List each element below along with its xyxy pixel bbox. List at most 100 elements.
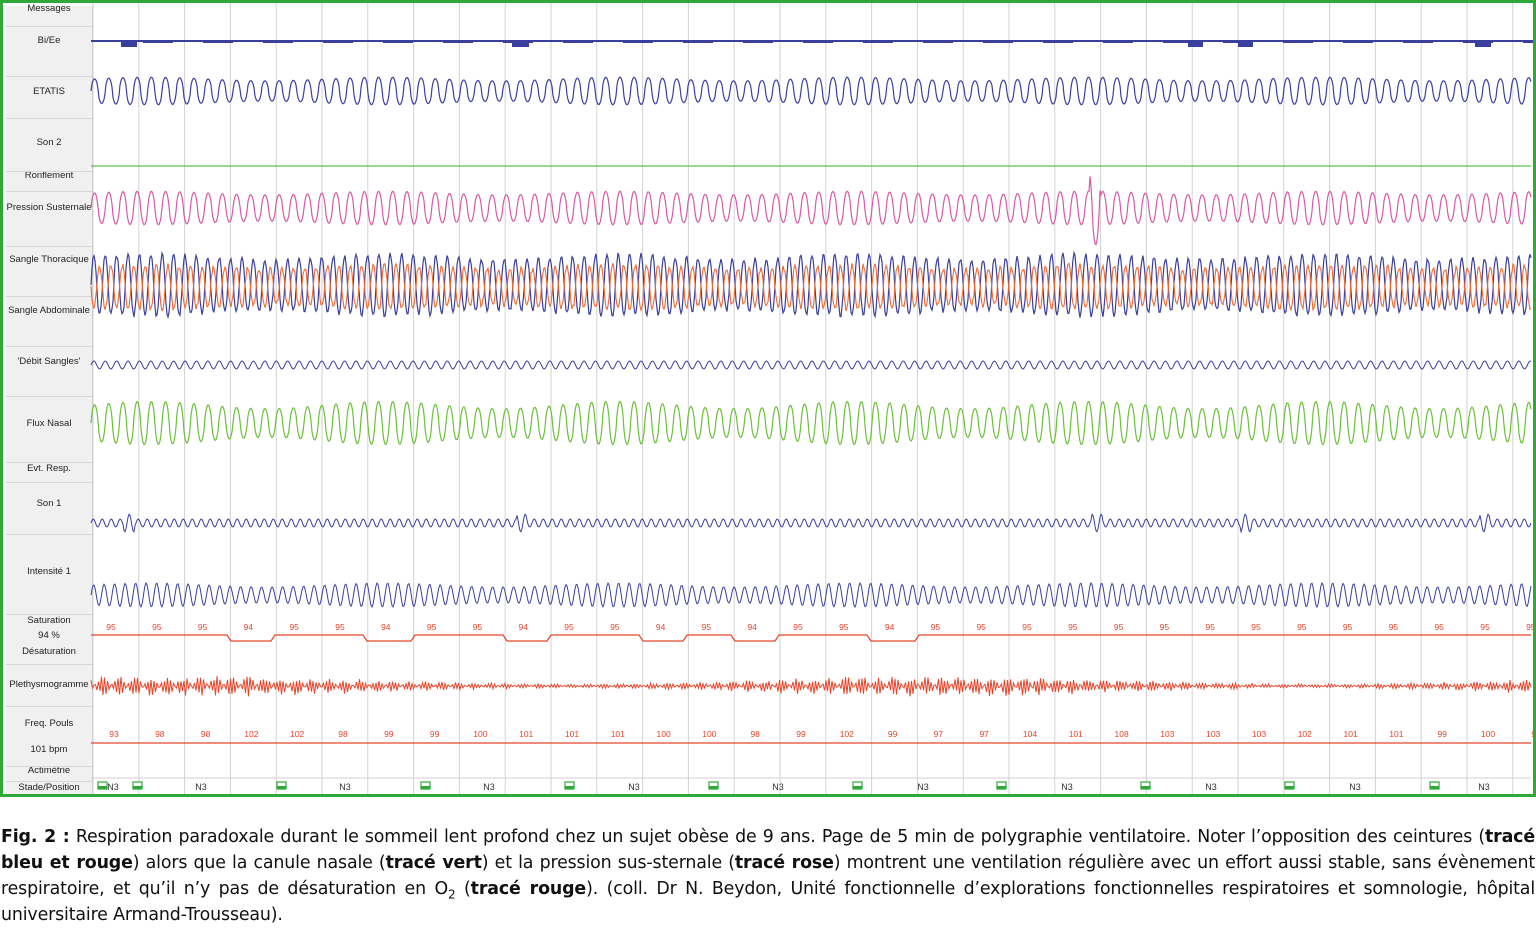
channel-label-actimetrie: Actimétrie [27,765,71,776]
biee-segment [623,40,653,43]
biee-segment [203,40,233,43]
biee-segment [1403,40,1433,43]
pulse-value: 98 [155,729,165,739]
saturation-value: 94 [747,622,757,632]
saturation-value: 95 [198,622,208,632]
stage-label: N3 [339,782,351,792]
saturation-trace [91,634,1531,642]
stage-label: N3 [917,782,929,792]
pulse-value: 97 [934,729,944,739]
label-separator [6,766,92,767]
saturation-value: 94 [244,622,254,632]
position-marker-fill [133,786,142,789]
stage-label: N3 [1478,782,1490,792]
channel-label-son2: Son 2 [36,137,62,148]
saturation-value: 95 [1343,622,1353,632]
saturation-value: 95 [1480,622,1490,632]
saturation-value: 95 [335,622,345,632]
biee-segment [1343,40,1373,43]
saturation-value: 95 [839,622,849,632]
biee-segment [383,40,413,43]
position-marker-fill [277,786,286,789]
stage-label: N3 [1061,782,1073,792]
position-marker-fill [997,786,1006,789]
pulse-value: 99 [430,729,440,739]
position-marker-fill [1430,786,1439,789]
saturation-value: 95 [1022,622,1032,632]
biee-segment [1103,40,1133,43]
channel-label-pression: Pression Susternale [6,202,92,213]
saturation-value: 95 [106,622,116,632]
pulse-value: 98 [338,729,348,739]
caption-subscript: 2 [448,887,456,902]
biee-segment [983,40,1013,43]
pulse-value: 103 [1206,729,1220,739]
flux-nasal-trace [90,400,1532,446]
saturation-value: 95 [152,622,162,632]
pulse-value: 9 [1531,729,1533,739]
pulse-value: 102 [244,729,258,739]
biee-segment [1223,40,1253,43]
label-separator [6,462,92,463]
saturation-value: 94 [381,622,391,632]
position-marker-fill [709,786,718,789]
saturation-value: 95 [610,622,620,632]
pulse-value: 99 [384,729,394,739]
label-separator [6,396,92,397]
biee-segment [563,40,593,43]
channel-label-debit: 'Débit Sangles' [17,356,81,367]
channel-label-desaturation: Désaturation [22,646,76,657]
channel-label-saturation: Saturation [27,615,71,626]
channel-label-sangle_thor: Sangle Thoracique [9,254,89,265]
pulse-value: 99 [1437,729,1447,739]
label-separator [6,296,92,297]
channel-label-freq_value: 101 bpm [30,744,68,755]
pulse-value: 101 [611,729,625,739]
biee-event-block [1475,41,1491,47]
saturation-value: 95 [1251,622,1261,632]
saturation-value: 95 [1526,622,1533,632]
saturation-value: 95 [976,622,986,632]
polygraphy-frame: Messages Bi/Ee ETATIS Son 2 Ronflement Pressi… [0,0,1536,797]
label-separator [6,76,92,77]
pulse-value: 102 [290,729,304,739]
sangle-thoracique-trace [90,250,1532,320]
biee-segment [443,40,473,43]
pulse-value: 98 [750,729,760,739]
channel-label-pleth: Plethysmogramme [9,679,89,690]
channel-label-etatis: ETATIS [33,86,65,97]
stage-label: N3 [107,782,119,792]
biee-segment [1283,40,1313,43]
saturation-value: 95 [427,622,437,632]
biee-segment [683,40,713,43]
channel-label-flux: Flux Nasal [26,418,72,429]
caption-bold-green: tracé vert [385,853,482,873]
stage-label: N3 [195,782,207,792]
label-separator [6,171,92,172]
caption-text-2: ) alors que la canule nasale ( [132,853,386,873]
biee-event-block [1238,41,1253,47]
label-separator [6,26,92,27]
pulse-value: 103 [1160,729,1174,739]
label-separator [6,781,92,782]
pulse-value: 100 [702,729,716,739]
biee-segment [1163,40,1193,43]
biee-event-block [121,41,137,47]
pulse-value: 100 [657,729,671,739]
pulse-value: 97 [979,729,989,739]
position-marker-fill [1285,786,1294,789]
pulse-value: 99 [796,729,806,739]
saturation-value: 94 [656,622,666,632]
position-marker-fill [421,786,430,789]
position-marker-fill [1141,786,1150,789]
saturation-value: 95 [1160,622,1170,632]
caption-bold-blue-red: tracé bleu et rouge [1,827,1535,873]
position-marker-fill [853,786,862,789]
debit-sangles-trace [90,360,1532,370]
stage-label: N3 [1349,782,1361,792]
stage-label: N3 [1205,782,1217,792]
sangle-abdominale-trace [90,262,1532,313]
label-separator [6,534,92,535]
pression-trace [90,176,1532,246]
label-separator [6,664,92,665]
